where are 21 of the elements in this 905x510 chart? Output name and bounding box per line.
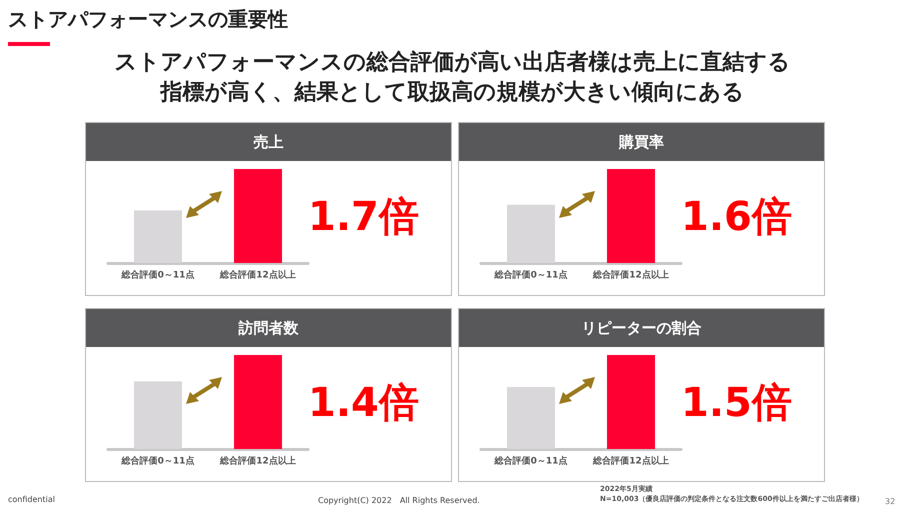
chart-title: リピーターの割合 [459, 309, 824, 347]
x-tick-label: 総合評価12点以上 [592, 270, 669, 280]
x-tick-label: 総合評価0～11点 [120, 456, 194, 466]
x-tick-label: 総合評価12点以上 [592, 456, 669, 466]
text: ストアパフォーマンスの重要性 [8, 6, 288, 33]
text: 32 [885, 497, 896, 506]
text: ストアパフォーマンスの総合評価が高い出店者様は売上に直結する指標が高く、結果として取扱高の規模が大きい傾向にある [114, 48, 792, 107]
x-tick-label: 総合評価12点以上 [219, 270, 296, 280]
x-tick-label: 総合評価0～11点 [494, 456, 568, 466]
annotation: 1.6倍 [681, 194, 792, 240]
x-tick-label: 総合評価12点以上 [219, 456, 296, 466]
chart-title: 売上 [86, 123, 451, 161]
annotation: 1.5倍 [681, 380, 792, 426]
text: confidential [8, 495, 55, 504]
x-tick-label: 総合評価0～11点 [120, 270, 194, 280]
text: Copyright(C) 2022 All Rights Reserved. [318, 495, 480, 506]
x-tick-label: 総合評価0～11点 [494, 270, 568, 280]
chart-title: 訪問者数 [86, 309, 451, 347]
chart-title: 購買率 [459, 123, 824, 161]
annotation: 1.7倍 [308, 194, 419, 240]
annotation: 1.4倍 [308, 380, 419, 426]
